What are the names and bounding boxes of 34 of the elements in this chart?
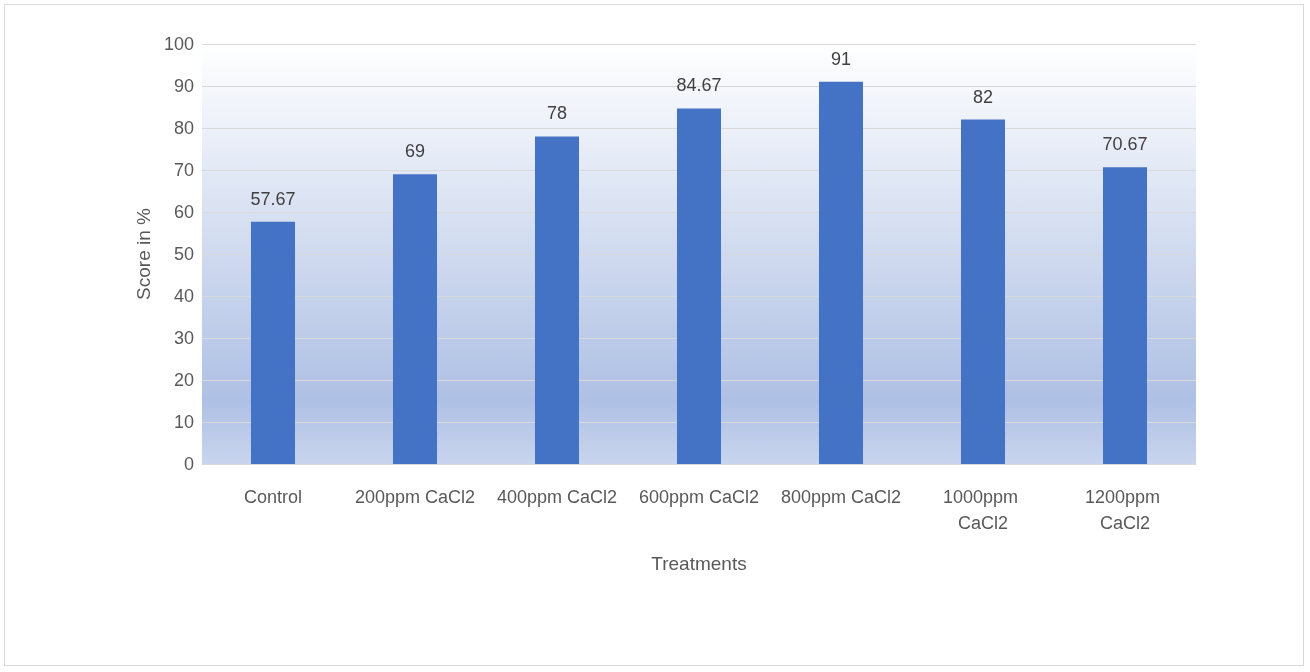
y-tick-label: 70 [173,160,194,180]
x-tick-label: 800ppm CaCl2 [780,487,902,507]
y-axis-title: Score in % [133,207,155,300]
bar [818,81,864,464]
y-tick-label: 20 [173,370,194,390]
bar [392,174,438,464]
x-tick-label: 600ppm CaCl2 [638,487,760,507]
x-tick-label: 200ppm CaCl2 [354,487,476,507]
x-axis-title: Treatments [651,553,747,574]
data-label: 69 [404,141,426,162]
y-tick-label: 100 [163,34,194,54]
bar [250,221,296,464]
y-tick-label: 40 [173,286,194,306]
y-tick-label: 10 [173,412,194,432]
data-label: 70.67 [1102,134,1148,155]
y-tick-label: 80 [173,118,194,138]
data-label: 82 [972,86,994,107]
x-tick-label: 400ppm CaCl2 [496,487,618,507]
data-label: 84.67 [676,75,722,96]
bar [960,119,1006,464]
x-tick-label: Control [243,487,303,507]
y-tick-label: 30 [173,328,194,348]
y-tick-label: 60 [173,202,194,222]
x-tick-label: 1200ppm CaCl2 [1084,487,1166,533]
y-tick-label: 50 [173,244,194,264]
y-tick-label: 90 [173,76,194,96]
y-tick-label: 0 [183,454,194,474]
bar [676,108,722,464]
bar [534,136,580,464]
data-label: 57.67 [250,188,296,209]
data-label: 91 [830,48,852,69]
bar [1102,167,1148,464]
data-label: 78 [546,103,568,124]
x-tick-label: 1000ppm CaCl2 [942,487,1024,533]
